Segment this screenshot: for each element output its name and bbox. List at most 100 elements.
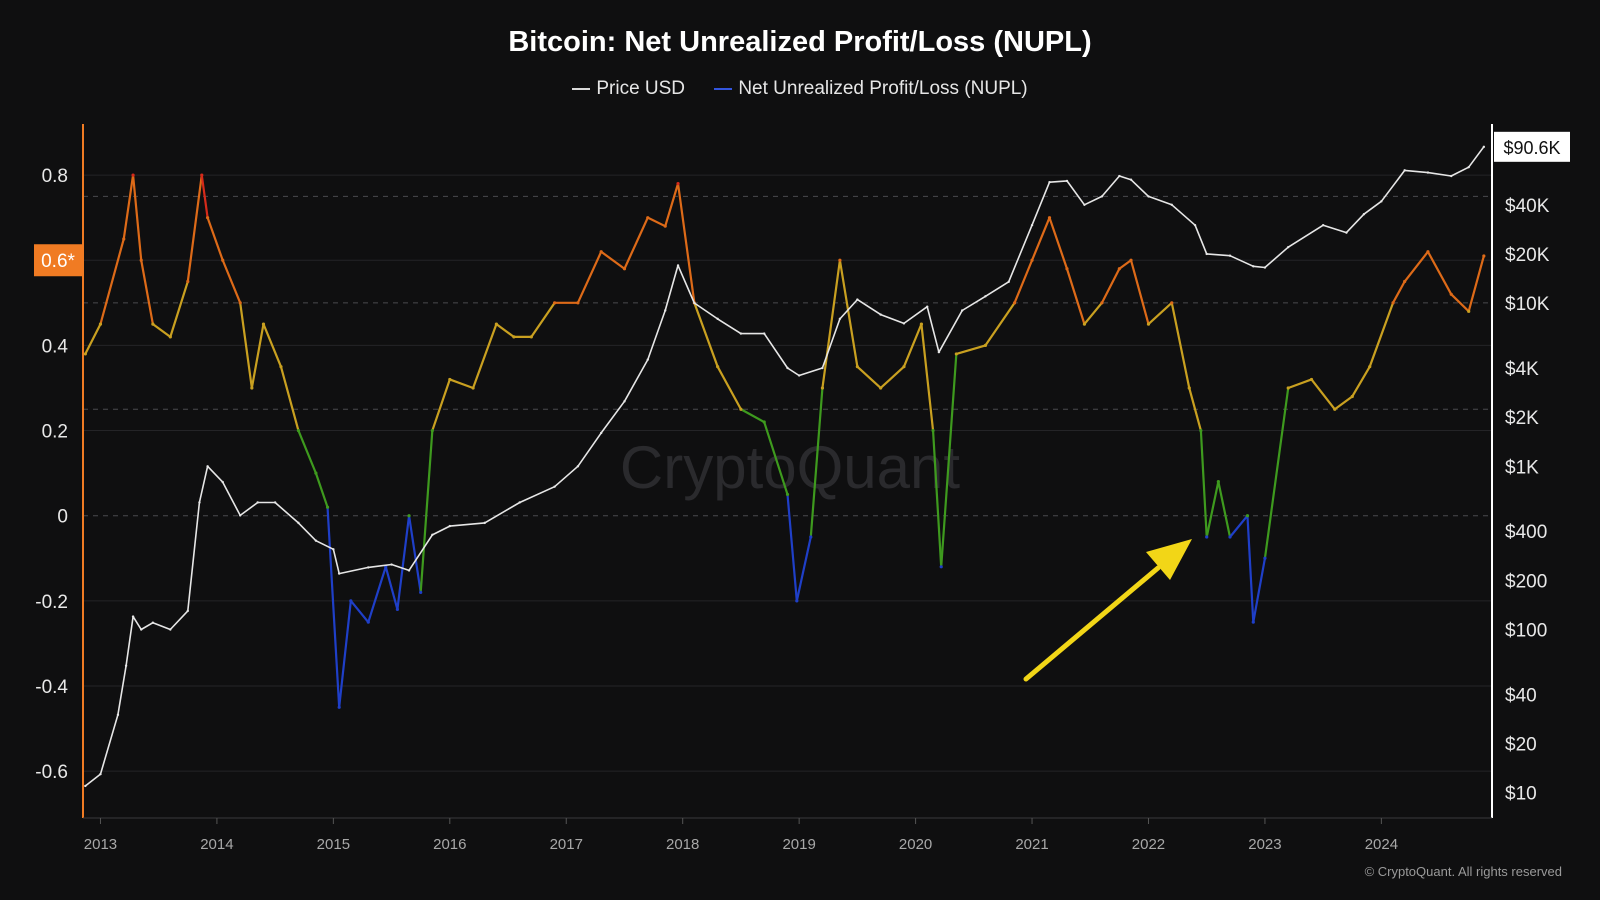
price-point	[1321, 223, 1325, 227]
legend-item-price[interactable]: Price USD	[572, 78, 685, 100]
nupl-segment	[250, 323, 265, 390]
price-point	[716, 317, 719, 321]
price-point	[902, 322, 906, 325]
nupl-segment	[809, 386, 824, 539]
price-point	[1065, 179, 1069, 183]
y-right-tick-label: $40K	[1505, 196, 1550, 217]
nupl-segment	[1263, 386, 1290, 560]
y-right-tick-label: $200	[1505, 571, 1547, 592]
nupl-point	[419, 590, 423, 594]
nupl-point	[676, 182, 680, 186]
nupl-point	[879, 386, 883, 390]
x-tick-label: 2022	[1132, 836, 1165, 853]
nupl-point	[809, 535, 813, 539]
price-point	[1380, 200, 1383, 203]
watermark: CryptoQuant	[620, 434, 960, 501]
price-point	[739, 332, 743, 335]
nupl-point	[122, 237, 126, 241]
nupl-segment	[1403, 250, 1430, 283]
price-point	[676, 264, 680, 267]
nupl-segment	[471, 323, 498, 390]
y-right-tick-label: $10	[1505, 784, 1537, 805]
nupl-point	[238, 301, 242, 305]
nupl-point	[599, 250, 603, 254]
nupl-point	[151, 322, 155, 326]
price-point	[664, 309, 667, 312]
nupl-point	[448, 377, 452, 382]
nupl-segment	[530, 301, 556, 338]
y-right-tick-label: $40	[1505, 685, 1537, 706]
nupl-segment	[1083, 301, 1104, 326]
price-point	[140, 628, 143, 631]
price-point	[448, 524, 452, 528]
nupl-point	[739, 407, 743, 411]
nupl-segment	[786, 493, 798, 602]
nupl-segment	[646, 216, 667, 228]
nupl-segment	[1205, 480, 1220, 539]
nupl-point	[1309, 377, 1314, 382]
nupl-segment	[920, 323, 935, 432]
nupl-segment	[396, 514, 411, 611]
nupl-segment	[384, 565, 399, 611]
arrow-shaft	[1023, 565, 1161, 682]
nupl-segment	[151, 323, 172, 338]
nupl-segment	[1310, 378, 1336, 411]
price-point	[483, 521, 486, 525]
nupl-point	[407, 514, 411, 518]
nupl-segment	[1118, 259, 1133, 270]
price-point	[151, 621, 155, 624]
nupl-point	[1216, 480, 1220, 484]
nupl-point	[1228, 535, 1232, 539]
legend-item-nupl[interactable]: Net Unrealized Profit/Loss (NUPL)	[714, 78, 1028, 100]
nupl-point	[366, 620, 370, 624]
nupl-point	[1263, 556, 1267, 560]
nupl-point	[785, 492, 790, 497]
copyright: © CryptoQuant. All rights reserved	[1364, 864, 1562, 879]
y-right-tick-label: $20K	[1505, 245, 1550, 266]
price-point	[693, 301, 696, 305]
nupl-point	[131, 173, 135, 177]
nupl-point	[205, 216, 210, 220]
nupl-point	[1146, 322, 1151, 326]
nupl-point	[762, 420, 766, 424]
y-right-tick-label: $100	[1505, 620, 1547, 641]
price-point	[879, 313, 882, 316]
nupl-segment	[239, 301, 253, 390]
nupl-segment	[955, 344, 987, 356]
nupl-segment	[407, 514, 422, 594]
nupl-point	[1129, 258, 1133, 262]
nupl-point	[200, 173, 204, 177]
nupl-segment	[1199, 429, 1208, 539]
price-point	[1345, 231, 1348, 234]
nupl-segment	[716, 365, 743, 411]
price-point	[763, 332, 766, 335]
y-left-tick-label: 0.8	[42, 166, 68, 187]
legend-label-nupl: Net Unrealized Profit/Loss (NUPL)	[738, 78, 1028, 99]
nupl-point	[349, 599, 353, 603]
nupl-point	[795, 599, 799, 603]
price-point	[116, 713, 120, 717]
nupl-point	[1350, 394, 1354, 399]
nupl-point	[1187, 386, 1191, 390]
nupl-point	[98, 322, 103, 326]
nupl-segment	[838, 259, 859, 368]
x-tick-label: 2014	[200, 836, 233, 853]
nupl-point	[1251, 620, 1255, 624]
price-point	[1263, 266, 1267, 269]
nupl-segment	[1426, 250, 1453, 296]
nupl-segment	[262, 323, 283, 368]
y-left-tick-label: 0.2	[42, 422, 68, 443]
price-point	[99, 772, 102, 776]
price-point	[1403, 169, 1406, 172]
price-point	[1129, 178, 1133, 181]
nupl-segment	[1391, 280, 1406, 304]
price-point	[623, 400, 626, 403]
nupl-point	[855, 365, 859, 369]
price-point	[332, 548, 335, 551]
price-point	[206, 465, 209, 468]
price-point	[1193, 223, 1197, 227]
y-right-tick-label: $4K	[1505, 359, 1539, 380]
nupl-point	[1030, 258, 1034, 262]
nupl-segment	[431, 378, 451, 432]
